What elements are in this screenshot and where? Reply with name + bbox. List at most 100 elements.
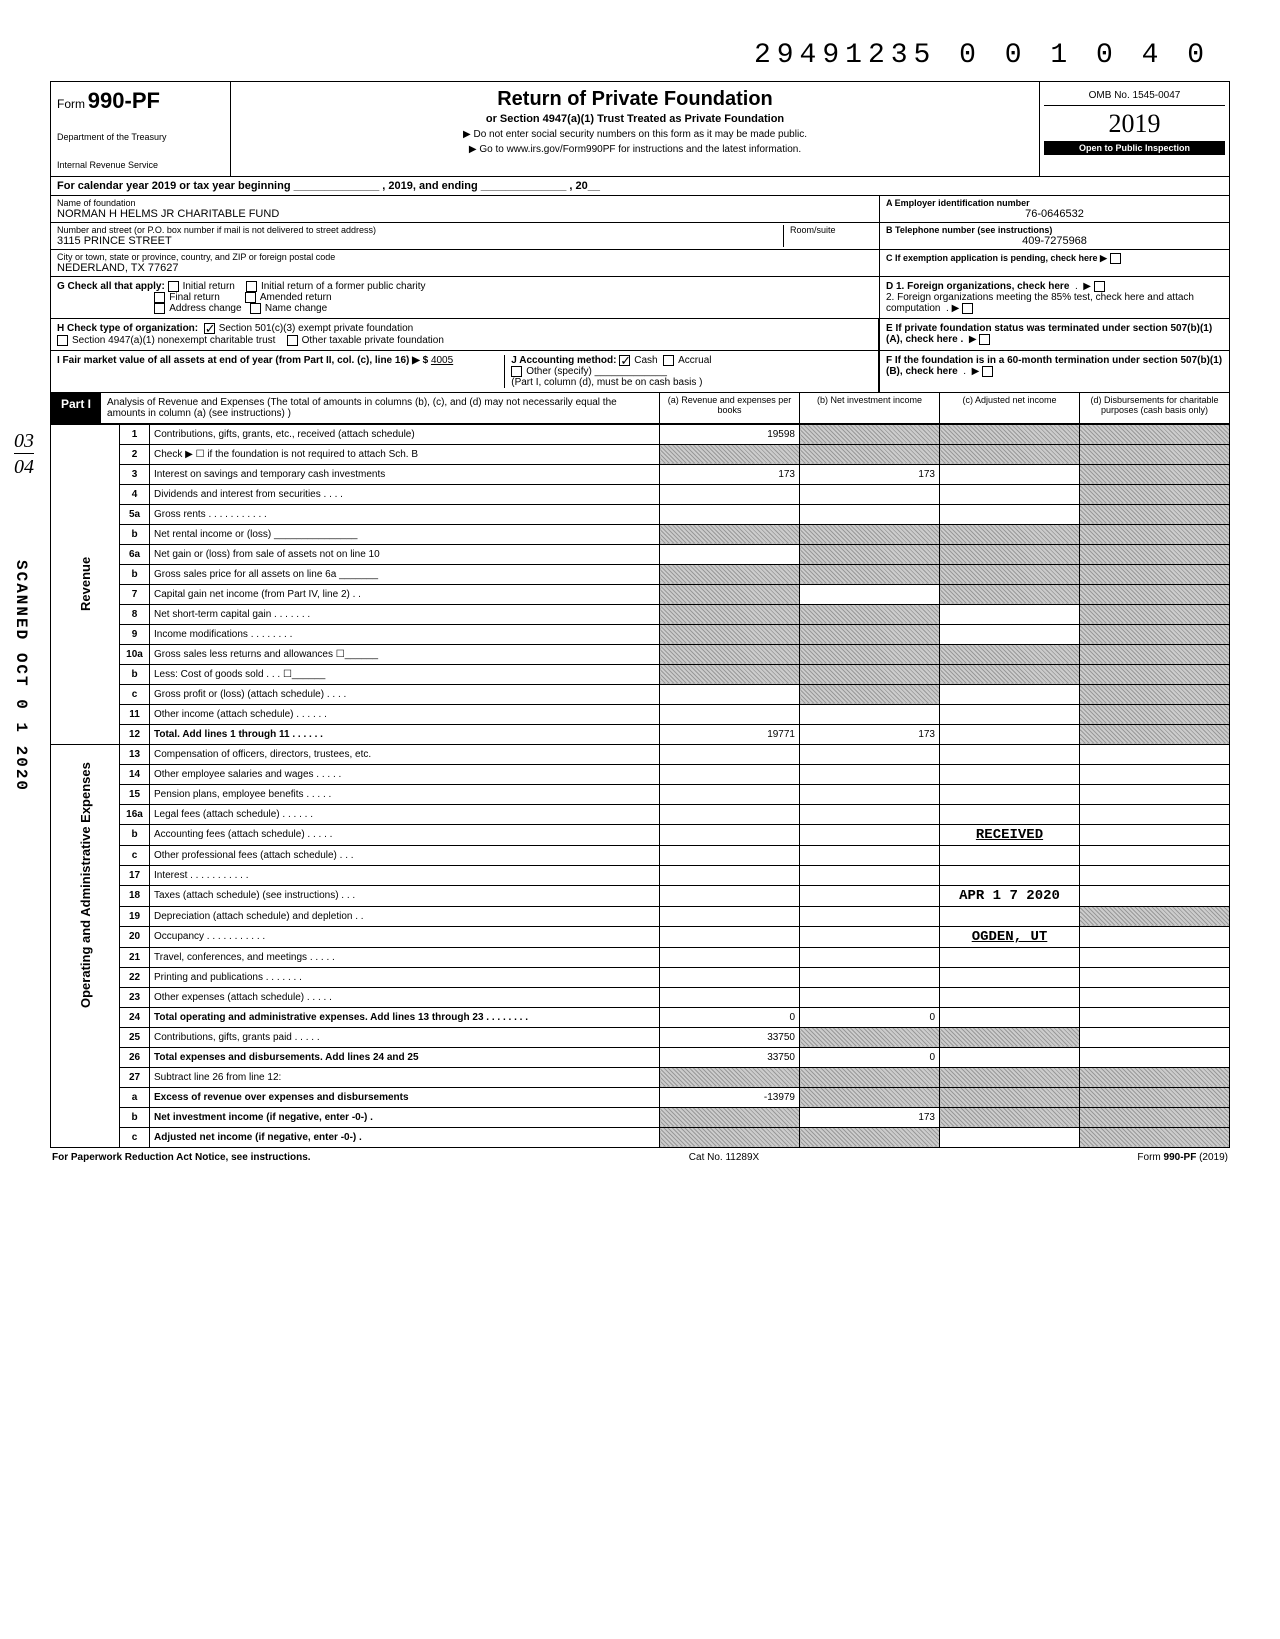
line-description: Occupancy . . . . . . . . . . . bbox=[150, 926, 660, 947]
line-number: 19 bbox=[120, 906, 150, 926]
line-description: Contributions, gifts, grants paid . . . … bbox=[150, 1027, 660, 1047]
j-other[interactable] bbox=[511, 366, 522, 377]
e-checkbox[interactable] bbox=[979, 334, 990, 345]
cell-col-b bbox=[800, 987, 940, 1007]
cell-col-c bbox=[940, 1107, 1080, 1127]
cell-col-a bbox=[660, 967, 800, 987]
line-description: Other employee salaries and wages . . . … bbox=[150, 764, 660, 784]
cell-col-dd bbox=[1080, 987, 1230, 1007]
street-label: Number and street (or P.O. box number if… bbox=[57, 225, 783, 235]
cell-col-c bbox=[940, 947, 1080, 967]
line-description: Net investment income (if negative, ente… bbox=[150, 1107, 660, 1127]
j-accrual[interactable] bbox=[663, 355, 674, 366]
form-subtitle: or Section 4947(a)(1) Trust Treated as P… bbox=[237, 113, 1033, 125]
cell-col-a bbox=[660, 1107, 800, 1127]
ein-label: A Employer identification number bbox=[886, 198, 1223, 208]
line-number: c bbox=[120, 1127, 150, 1147]
form-prefix: Form bbox=[57, 97, 85, 111]
h-4947[interactable] bbox=[57, 335, 68, 346]
g-h-block: G Check all that apply: Initial return I… bbox=[50, 276, 1230, 318]
g-name-change[interactable] bbox=[250, 303, 261, 314]
cell-col-b bbox=[800, 664, 940, 684]
table-row: bNet investment income (if negative, ent… bbox=[51, 1107, 1230, 1127]
line-description: Less: Cost of goods sold . . . ☐______ bbox=[150, 664, 660, 684]
tel-label: B Telephone number (see instructions) bbox=[886, 225, 1223, 235]
line-number: b bbox=[120, 524, 150, 544]
h-block: H Check type of organization: Section 50… bbox=[50, 318, 1230, 349]
cell-col-dd bbox=[1080, 865, 1230, 885]
g-final-return[interactable] bbox=[154, 292, 165, 303]
cell-col-c: APR 1 7 2020 bbox=[940, 885, 1080, 906]
g-initial-return[interactable] bbox=[168, 281, 179, 292]
i-label: I Fair market value of all assets at end… bbox=[57, 355, 428, 366]
line-number: 18 bbox=[120, 885, 150, 906]
g-amended[interactable] bbox=[245, 292, 256, 303]
footer-left: For Paperwork Reduction Act Notice, see … bbox=[52, 1152, 311, 1163]
line-number: 8 bbox=[120, 604, 150, 624]
ein: 76-0646532 bbox=[886, 208, 1223, 220]
line-number: 26 bbox=[120, 1047, 150, 1067]
j-cash[interactable] bbox=[619, 355, 630, 366]
cell-col-c bbox=[940, 504, 1080, 524]
cell-col-b bbox=[800, 1027, 940, 1047]
cell-col-c bbox=[940, 544, 1080, 564]
line-number: 17 bbox=[120, 865, 150, 885]
scanned-stamp: SCANNED OCT 0 1 2020 bbox=[12, 560, 30, 792]
line-description: Other professional fees (attach schedule… bbox=[150, 845, 660, 865]
col-b-header: (b) Net investment income bbox=[799, 393, 939, 423]
line-description: Printing and publications . . . . . . . bbox=[150, 967, 660, 987]
line-number: b bbox=[120, 664, 150, 684]
c-checkbox[interactable] bbox=[1110, 253, 1121, 264]
cell-col-c bbox=[940, 524, 1080, 544]
g-former-charity[interactable] bbox=[246, 281, 257, 292]
document-locator-number: 29491235 0 0 1 0 4 0 bbox=[50, 40, 1230, 71]
cell-col-b bbox=[800, 885, 940, 906]
line-description: Depreciation (attach schedule) and deple… bbox=[150, 906, 660, 926]
cell-col-a bbox=[660, 504, 800, 524]
line-number: 3 bbox=[120, 464, 150, 484]
cell-col-c bbox=[940, 604, 1080, 624]
city-label: City or town, state or province, country… bbox=[57, 252, 873, 262]
telephone: 409-7275968 bbox=[886, 235, 1223, 247]
line-number: a bbox=[120, 1087, 150, 1107]
cell-col-dd bbox=[1080, 1067, 1230, 1087]
d1-checkbox[interactable] bbox=[1094, 281, 1105, 292]
line-description: Gross sales less returns and allowances … bbox=[150, 644, 660, 664]
cell-col-c bbox=[940, 724, 1080, 744]
line-description: Other expenses (attach schedule) . . . .… bbox=[150, 987, 660, 1007]
table-row: 16aLegal fees (attach schedule) . . . . … bbox=[51, 804, 1230, 824]
g-address-change[interactable] bbox=[154, 303, 165, 314]
cell-col-a bbox=[660, 824, 800, 845]
cell-col-dd bbox=[1080, 704, 1230, 724]
g-opt-5: Name change bbox=[265, 303, 327, 314]
line-description: Pension plans, employee benefits . . . .… bbox=[150, 784, 660, 804]
line-description: Total. Add lines 1 through 11 . . . . . … bbox=[150, 724, 660, 744]
line-description: Compensation of officers, directors, tru… bbox=[150, 744, 660, 764]
cell-col-a bbox=[660, 644, 800, 664]
cell-col-a bbox=[660, 1067, 800, 1087]
foundation-name: NORMAN H HELMS JR CHARITABLE FUND bbox=[57, 208, 873, 220]
cell-col-b: 0 bbox=[800, 1007, 940, 1027]
form-header: Form 990-PF Department of the Treasury I… bbox=[50, 81, 1230, 176]
line-description: Net short-term capital gain . . . . . . … bbox=[150, 604, 660, 624]
j-opt-1: Accrual bbox=[678, 355, 711, 366]
f-checkbox[interactable] bbox=[982, 366, 993, 377]
table-row: Revenue1Contributions, gifts, grants, et… bbox=[51, 424, 1230, 444]
line-description: Net gain or (loss) from sale of assets n… bbox=[150, 544, 660, 564]
line-description: Adjusted net income (if negative, enter … bbox=[150, 1127, 660, 1147]
header-note-2: ▶ Go to www.irs.gov/Form990PF for instru… bbox=[237, 144, 1033, 155]
table-row: 15Pension plans, employee benefits . . .… bbox=[51, 784, 1230, 804]
line-description: Interest . . . . . . . . . . . bbox=[150, 865, 660, 885]
d2-checkbox[interactable] bbox=[962, 303, 973, 314]
cell-col-a bbox=[660, 926, 800, 947]
cell-col-b: 0 bbox=[800, 1047, 940, 1067]
cell-col-dd bbox=[1080, 644, 1230, 664]
cell-col-dd bbox=[1080, 1127, 1230, 1147]
line-description: Total expenses and disbursements. Add li… bbox=[150, 1047, 660, 1067]
h-501c3[interactable] bbox=[204, 323, 215, 334]
cell-col-b bbox=[800, 865, 940, 885]
h-other[interactable] bbox=[287, 335, 298, 346]
table-row: bAccounting fees (attach schedule) . . .… bbox=[51, 824, 1230, 845]
cell-col-c bbox=[940, 564, 1080, 584]
h-label: H Check type of organization: bbox=[57, 324, 198, 335]
